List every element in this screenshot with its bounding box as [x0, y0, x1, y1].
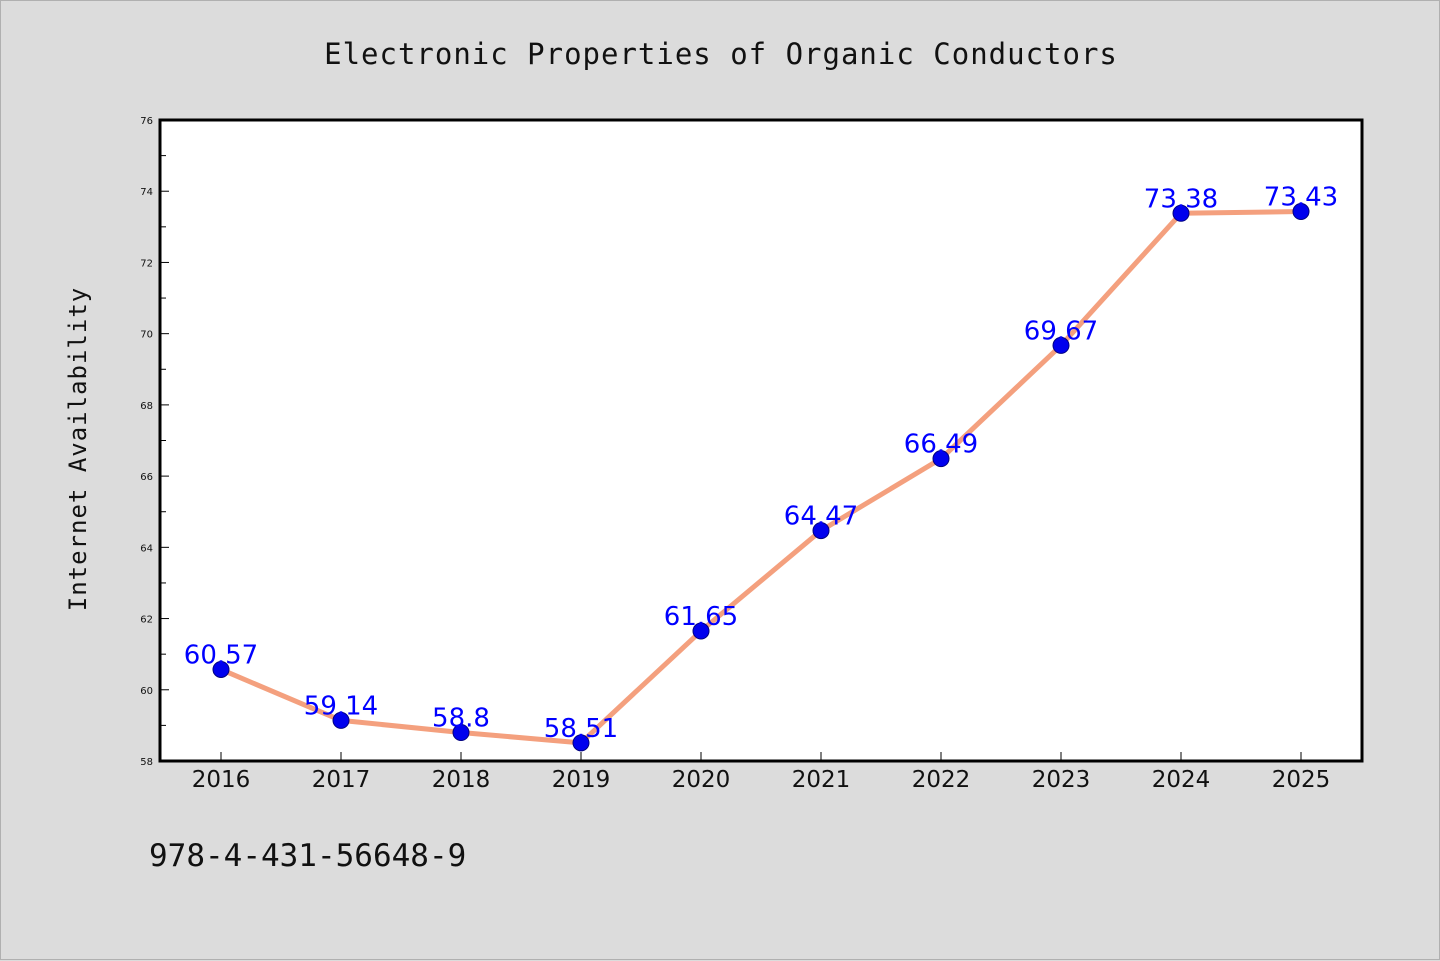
data-label: 59.14	[304, 691, 378, 721]
y-axis-label: Internet Availability	[64, 287, 92, 611]
data-label: 69.67	[1024, 316, 1098, 346]
data-label: 73.38	[1144, 184, 1218, 214]
x-tick-label: 2017	[312, 767, 371, 793]
data-label: 73.43	[1264, 183, 1338, 213]
y-tick-label: 76	[140, 116, 153, 127]
data-point	[212, 660, 230, 678]
data-point	[932, 450, 950, 468]
x-tick-label: 2020	[672, 767, 731, 793]
data-point	[1052, 336, 1070, 354]
x-tick-label: 2021	[792, 767, 851, 793]
data-labels: 60.57 59.14 58.8 58.51 61.65 64.47 66.49 69.67 7…	[184, 183, 1338, 744]
data-point	[332, 711, 350, 729]
y-tick-label: 70	[140, 330, 153, 341]
x-tick-label: 2019	[552, 767, 611, 793]
data-label: 60.57	[184, 640, 258, 670]
data-label: 64.47	[784, 502, 858, 532]
x-tick-label: 2016	[192, 767, 251, 793]
y-tick-label: 74	[140, 187, 153, 198]
data-label: 58.51	[544, 714, 618, 744]
data-label: 61.65	[664, 602, 738, 632]
y-tick-label: 58	[140, 757, 153, 768]
x-tick-label: 2023	[1032, 767, 1091, 793]
x-tick-label: 2018	[432, 767, 491, 793]
data-point	[1172, 204, 1190, 222]
data-point	[812, 522, 830, 540]
data-point	[692, 622, 710, 640]
y-tick-label: 68	[140, 401, 153, 412]
data-point	[572, 734, 590, 752]
series-layer	[212, 203, 1310, 752]
plot-area	[158, 118, 1364, 763]
x-axis-ticks: 2016 2017 2018 2019 2020 2021 2022 2023 2024 2025	[192, 752, 1331, 793]
data-point	[452, 724, 470, 742]
chart-title: Electronic Properties of Organic Conduct…	[324, 37, 1118, 71]
series-line	[218, 209, 1304, 746]
y-tick-label: 62	[140, 615, 153, 626]
data-label: 66.49	[904, 430, 978, 460]
y-tick-label: 60	[140, 686, 153, 697]
y-axis-ticks: 58 60 62 64 66 68 70 72 74 76	[140, 116, 169, 768]
footer-isbn: 978-4-431-56648-9	[149, 838, 466, 874]
data-point	[1292, 203, 1310, 221]
x-tick-label: 2025	[1272, 767, 1331, 793]
x-tick-label: 2022	[912, 767, 971, 793]
y-tick-label: 66	[140, 472, 153, 483]
data-label: 58.8	[432, 704, 490, 734]
x-tick-label: 2024	[1152, 767, 1211, 793]
y-tick-label: 72	[140, 258, 153, 269]
y-tick-label: 64	[140, 543, 153, 554]
